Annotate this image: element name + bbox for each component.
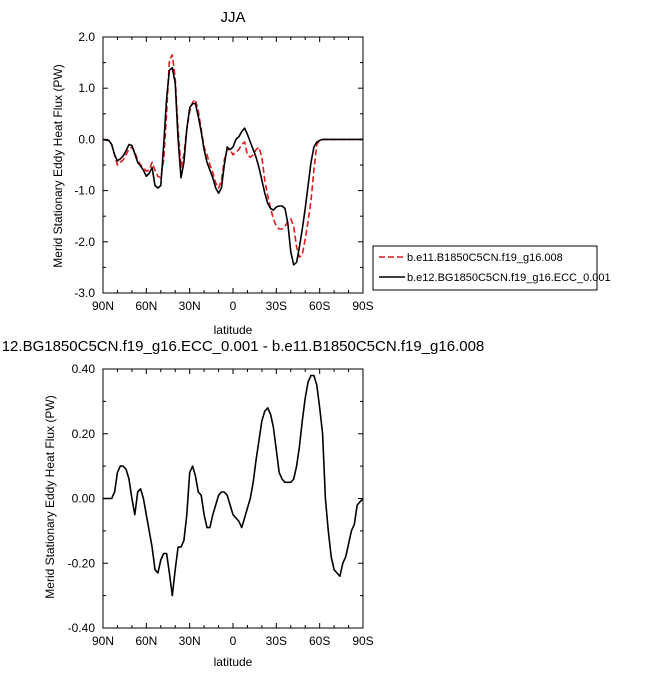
bottom-x-tick-label: 0 bbox=[230, 634, 237, 648]
top-legend: b.e11.B1850C5CN.f19_g16.008 b.e12.BG1850… bbox=[372, 245, 611, 291]
bottom-y-axis-label: Merid Stationary Eddy Heat Flux (PW) bbox=[43, 395, 57, 598]
top-x-axis-label: latitude bbox=[214, 323, 253, 337]
top-legend-box bbox=[372, 245, 598, 291]
top-panel: JJA 90N 60N 30N 0 30S 60S 90S 2.0 1.0 0.0 -1.0 -2.0… bbox=[51, 9, 611, 337]
top-x-tick-label: 90N bbox=[92, 299, 114, 313]
bottom-x-tick-label: 90S bbox=[352, 634, 373, 648]
legend-label-series-2: b.e12.BG1850C5CN.f19_g16.ECC_0.001 bbox=[407, 272, 611, 284]
top-series-line-1 bbox=[103, 54, 363, 259]
bottom-y-tick-label: 0.20 bbox=[72, 427, 96, 441]
bottom-x-tick-label: 90N bbox=[92, 634, 114, 648]
top-plot-frame bbox=[102, 36, 364, 294]
top-y-tick-label: -2.0 bbox=[74, 235, 95, 249]
bottom-y-tick-label: 0.00 bbox=[72, 492, 96, 506]
top-y-axis-label: Merid Stationary Eddy Heat Flux (PW) bbox=[51, 64, 65, 267]
bottom-x-tick-label: 30N bbox=[179, 634, 201, 648]
bottom-series-line-1 bbox=[103, 374, 363, 597]
bottom-plot-area: 90N 60N 30N 0 30S 60S 90S 0.40 0.20 0.00 -0.20 -0.4… bbox=[68, 362, 374, 648]
top-y-tick-label: 2.0 bbox=[78, 30, 95, 44]
bottom-plot-frame bbox=[102, 368, 364, 629]
top-y-tick-label: 1.0 bbox=[78, 81, 95, 95]
bottom-y-tick-label: -0.20 bbox=[68, 556, 96, 570]
top-plot-area: 90N 60N 30N 0 30S 60S 90S 2.0 1.0 0.0 -1.0 -2.0 -3.0 bbox=[74, 30, 373, 313]
legend-label-series-1: b.e11.B1850C5CN.f19_g16.008 bbox=[407, 252, 563, 264]
bottom-chart-title: 12.BG1850C5CN.f19_g16.ECC_0.001 - b.e11.… bbox=[2, 338, 485, 355]
bottom-y-tick-label: 0.40 bbox=[72, 362, 96, 376]
bottom-x-tick-label: 60S bbox=[309, 634, 330, 648]
top-series-line-2 bbox=[103, 66, 363, 266]
top-x-tick-label: 0 bbox=[230, 299, 237, 313]
top-x-tick-label: 30S bbox=[266, 299, 287, 313]
top-x-tick-label: 60S bbox=[309, 299, 330, 313]
bottom-y-tick-label: -0.40 bbox=[68, 621, 96, 635]
bottom-panel: 12.BG1850C5CN.f19_g16.ECC_0.001 - b.e11.… bbox=[2, 338, 485, 669]
top-x-tick-label: 30N bbox=[179, 299, 201, 313]
top-x-tick-label: 60N bbox=[135, 299, 157, 313]
bottom-x-tick-label: 60N bbox=[135, 634, 157, 648]
top-y-tick-label: 0.0 bbox=[78, 132, 95, 146]
bottom-x-axis-label: latitude bbox=[214, 655, 253, 669]
top-y-tick-label: -1.0 bbox=[74, 184, 95, 198]
top-x-tick-label: 90S bbox=[352, 299, 373, 313]
top-chart-title: JJA bbox=[220, 9, 245, 26]
bottom-x-tick-label: 30S bbox=[266, 634, 287, 648]
top-y-tick-label: -3.0 bbox=[74, 286, 95, 300]
